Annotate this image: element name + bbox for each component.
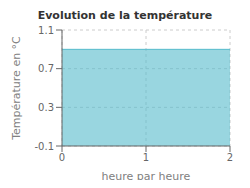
svg-text:2: 2 [227,152,233,163]
svg-text:0: 0 [59,152,65,163]
svg-text:1.1: 1.1 [38,25,54,36]
svg-text:0.3: 0.3 [38,102,54,113]
svg-text:Température en °C: Température en °C [10,36,23,141]
svg-text:heure par heure: heure par heure [102,170,191,180]
svg-text:0.7: 0.7 [38,63,54,74]
svg-text:-0.1: -0.1 [34,141,54,152]
svg-text:1: 1 [143,152,149,163]
html-text:Evolution de la température: Evolution de la température [37,9,213,22]
